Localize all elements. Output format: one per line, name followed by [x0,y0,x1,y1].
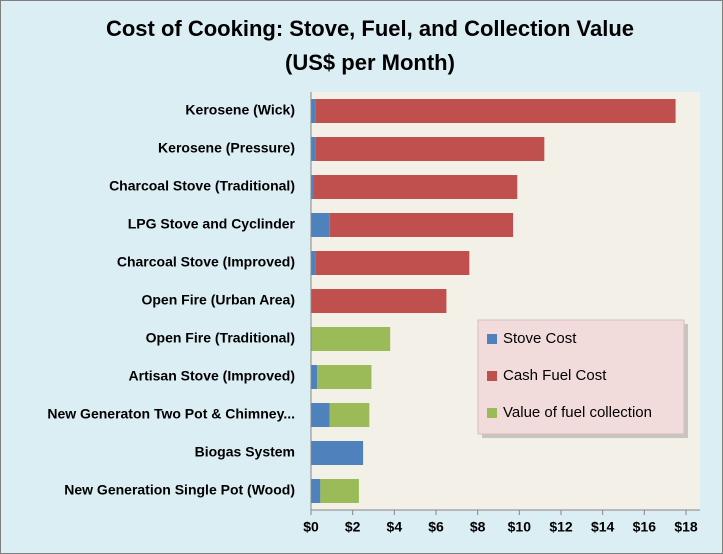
legend-text: Cash Fuel Cost [503,367,607,384]
y-tick-label: Open Fire (Traditional) [146,330,295,346]
y-tick-label: LPG Stove and Cyclinder [128,216,296,232]
bar-segment [320,479,359,503]
bar-segment [315,99,676,123]
x-tick-label: $10 [508,519,532,535]
bar-segment [329,403,370,427]
bar-segment [317,365,372,389]
bar-segment [311,99,316,123]
bar-segment [311,403,330,427]
y-tick-label: Open Fire (Urban Area) [141,292,295,308]
bar-segment [315,251,470,275]
x-tick-label: $18 [674,519,698,535]
legend [477,319,685,435]
y-tick-label: New Generation Single Pot (Wood) [64,482,295,498]
bar-segment [329,213,514,237]
y-tick-label: Biogas System [195,444,295,460]
x-tick-label: $0 [303,519,319,535]
y-tick-label: Kerosene (Pressure) [158,140,295,156]
bar-segment [315,137,545,161]
chart-subtitle: (US$ per Month) [285,50,455,75]
bar-segment [313,175,518,199]
y-tick-label: Charcoal Stove (Improved) [117,254,295,270]
x-tick-label: $16 [633,519,657,535]
bar-segment [311,289,447,313]
bar-segment [311,479,321,503]
x-tick-label: $4 [387,519,403,535]
legend-swatch [487,371,497,381]
bar-segment [311,213,330,237]
y-tick-label: Charcoal Stove (Traditional) [109,178,295,194]
chart-title: Cost of Cooking: Stove, Fuel, and Collec… [106,16,634,41]
x-tick-label: $8 [470,519,486,535]
legend-text: Value of fuel collection [503,404,652,421]
legend-text: Stove Cost [503,330,577,347]
bar-segment [311,251,316,275]
bar-segment [311,441,364,465]
legend-swatch [487,408,497,418]
x-tick-label: $2 [345,519,361,535]
bar-segment [311,365,318,389]
x-tick-label: $6 [428,519,444,535]
bar-segment [311,327,391,351]
y-tick-label: Kerosene (Wick) [185,102,295,118]
x-tick-label: $14 [591,519,615,535]
y-tick-label: Artisan Stove (Improved) [129,368,295,384]
y-tick-label: New Generaton Two Pot & Chimney... [47,406,295,422]
bar-segment [311,137,316,161]
x-tick-label: $12 [549,519,573,535]
legend-swatch [487,334,497,344]
bar-segment [311,175,314,199]
